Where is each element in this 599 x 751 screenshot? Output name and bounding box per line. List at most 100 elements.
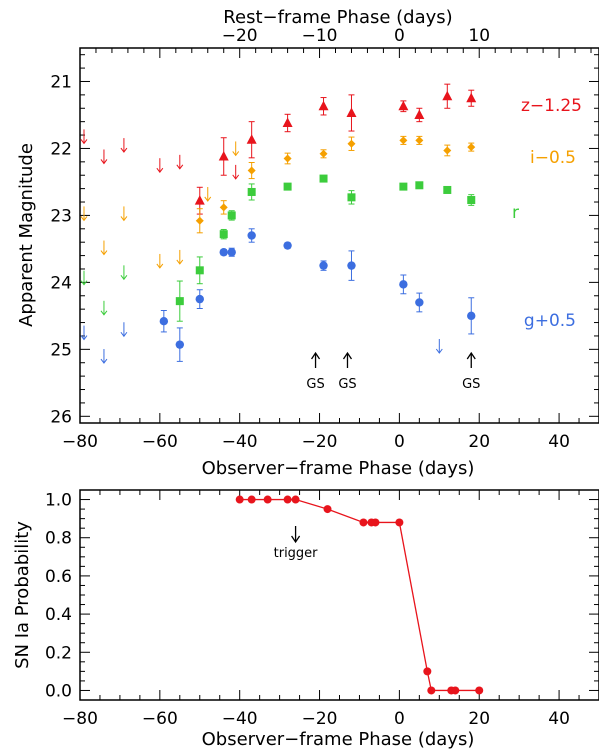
- z-upper-limit-head: [176, 164, 184, 170]
- x-tick-label: 40: [548, 709, 570, 729]
- x-tick-label: −40: [222, 709, 258, 729]
- g-upper-limit-head: [435, 348, 443, 354]
- gs-arrow-head: [466, 351, 476, 360]
- x-tick-label: −40: [222, 432, 258, 452]
- probability-point: [371, 518, 380, 527]
- x-tick-label: −80: [62, 432, 98, 452]
- probability-panel: −80 −60 −40 −20 0 20 40 0.0 0.2 0.4 0.6 0.8 1.0 trig…: [12, 489, 599, 750]
- gs-label: GS: [462, 377, 480, 392]
- g-upper-limit-head: [80, 335, 88, 341]
- z-point: [398, 100, 409, 111]
- probability-point: [475, 686, 484, 695]
- x-tick-label: 0: [394, 432, 405, 452]
- z-point: [318, 100, 329, 111]
- band-labels: z−1.25 i−0.5 r g+0.5: [512, 96, 582, 331]
- g-point: [195, 294, 204, 304]
- i-upper-limit-head: [176, 259, 184, 265]
- probability-point: [395, 518, 404, 527]
- x-tick-label: 20: [468, 432, 490, 452]
- z-upper-limit-head: [120, 147, 128, 153]
- z-point: [246, 134, 257, 144]
- i-point: [283, 154, 292, 163]
- z-point: [414, 109, 425, 119]
- r-point: [347, 193, 356, 202]
- i-upper-limit-head: [156, 263, 164, 269]
- gs-label: GS: [338, 377, 356, 392]
- g-point: [399, 280, 408, 289]
- magnitude-ticks: −80 −60 −40 −20 0 20 40 −20 −10 0 10 21 22 23 24 25 26: [50, 26, 599, 452]
- probability-point: [323, 505, 332, 514]
- z-upper-limit-head: [232, 174, 240, 180]
- z-band-label: z−1.25: [521, 96, 582, 116]
- probability-point: [247, 495, 256, 504]
- y-tick-label: 23: [50, 206, 72, 226]
- z-point: [194, 195, 205, 205]
- i-point: [319, 149, 328, 158]
- g-upper-limit-head: [120, 331, 128, 338]
- i-point: [399, 136, 408, 145]
- i-upper-limit-head: [80, 216, 88, 222]
- r-point: [219, 230, 228, 239]
- top-axis-title: Rest−frame Phase (days): [223, 7, 452, 28]
- r-upper-limit-head: [80, 280, 88, 286]
- g-point: [159, 317, 169, 326]
- y-tick-label: 1.0: [45, 491, 72, 511]
- i-point: [247, 166, 256, 175]
- g-point: [467, 311, 476, 321]
- y-tick-label: 0.8: [45, 529, 72, 549]
- y-tick-label: 0.2: [45, 643, 72, 663]
- g-point: [347, 261, 356, 270]
- x-tick-label: −60: [142, 709, 178, 729]
- gs-arrow-head: [311, 351, 321, 360]
- y-tick-label: 26: [50, 407, 72, 427]
- z-point: [218, 150, 229, 161]
- trigger-label: trigger: [274, 546, 319, 561]
- r-point: [227, 211, 236, 220]
- g-upper-limit-head: [100, 358, 108, 364]
- z-point: [442, 90, 453, 101]
- i-upper-limit-head: [120, 216, 128, 222]
- y-tick-label: 25: [50, 340, 72, 360]
- r-point: [319, 174, 328, 183]
- probability-y-axis-title: SN Ia Probability: [12, 521, 33, 669]
- r-point: [247, 187, 256, 196]
- probability-plot-frame: [79, 489, 599, 701]
- probability-point: [359, 518, 368, 527]
- r-upper-limit-head: [100, 310, 108, 316]
- probability-point: [423, 667, 432, 676]
- g-band-label: g+0.5: [524, 311, 576, 331]
- top-tick-label: −10: [302, 26, 338, 46]
- z-upper-limit-head: [156, 167, 164, 174]
- probability-point: [263, 495, 272, 504]
- y-tick-label: 22: [50, 139, 72, 159]
- y-tick-label: 24: [50, 273, 72, 293]
- probability-point: [283, 495, 292, 504]
- i-point: [443, 146, 452, 155]
- i-point: [347, 139, 356, 148]
- z-point: [346, 107, 357, 117]
- x-tick-label: −20: [302, 432, 338, 452]
- x-tick-label: −20: [302, 709, 338, 729]
- x-tick-label: 0: [394, 709, 405, 729]
- probability-point: [451, 686, 460, 695]
- gs-label: GS: [306, 377, 324, 392]
- y-tick-label: 0.0: [45, 681, 72, 701]
- z-upper-limit-head: [100, 159, 108, 165]
- g-point: [283, 241, 292, 250]
- r-upper-limit-head: [120, 275, 128, 281]
- r-point: [175, 297, 184, 306]
- magnitude-panel: −80 −60 −40 −20 0 20 40 −20 −10 0 10 21 22 23 24 25 26 G…: [16, 7, 599, 479]
- y-tick-label: 21: [50, 72, 72, 92]
- y-tick-label: 0.4: [45, 605, 72, 625]
- r-band-label: r: [512, 203, 519, 223]
- i-upper-limit-head: [204, 196, 212, 202]
- x-tick-label: −60: [142, 432, 178, 452]
- i-upper-limit-head: [100, 250, 108, 256]
- r-point: [399, 182, 408, 191]
- z-point: [282, 117, 293, 127]
- x-tick-label: 20: [468, 709, 490, 729]
- probability-point: [235, 495, 244, 504]
- g-point: [247, 231, 256, 240]
- x-tick-label: 40: [548, 432, 570, 452]
